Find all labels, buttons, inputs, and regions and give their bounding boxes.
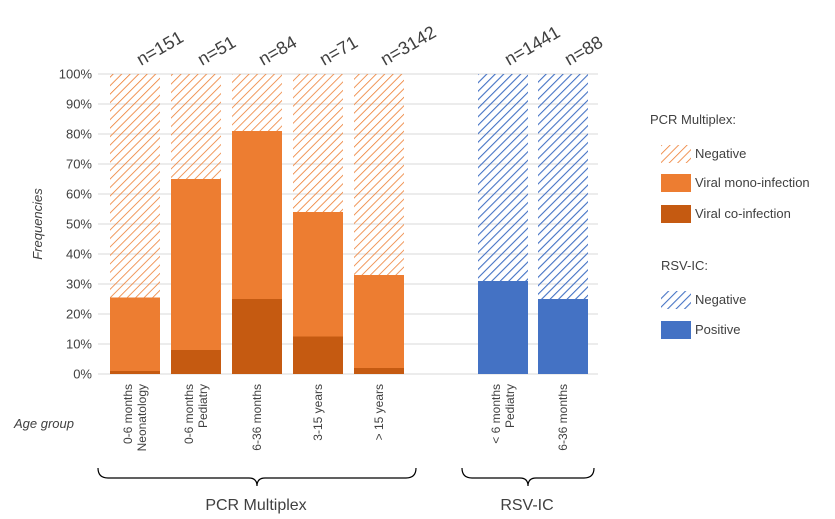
bar-segment-viral-co-infection-pcr — [354, 368, 404, 374]
y-tick-label: 100% — [59, 67, 93, 82]
bar-segment-negative-pcr — [354, 74, 404, 275]
n-label: n=51 — [194, 32, 239, 70]
x-tick-label: > 15 years — [372, 384, 386, 440]
group-braces — [97, 467, 595, 487]
group-brace — [461, 467, 595, 487]
legend-swatch-rsv-positive — [661, 321, 691, 339]
x-tick-label: Neonatology — [135, 384, 149, 451]
bar-segment-viral-co-infection-pcr — [171, 350, 221, 374]
x-tick-label: 3-15 years — [311, 384, 325, 441]
y-tick-label: 90% — [66, 97, 92, 112]
bar-segment-viral-co-infection-pcr — [293, 336, 343, 374]
legend-title-pcr: PCR Multiplex: — [650, 112, 736, 127]
y-tick-label: 20% — [66, 307, 92, 322]
legend: PCR Multiplex: Negative Viral mono-infec… — [650, 112, 810, 339]
bar-segment-positive-rsv — [538, 299, 588, 374]
legend-title-rsv: RSV-IC: — [661, 258, 708, 273]
n-label: n=88 — [561, 32, 606, 70]
bar-segment-negative-pcr — [232, 74, 282, 131]
bar-segment-viral-mono-infection-pcr — [232, 131, 282, 299]
n-label: n=84 — [255, 32, 300, 70]
bar-segment-viral-mono-infection-pcr — [293, 212, 343, 337]
y-tick-label: 10% — [66, 337, 92, 352]
legend-label-pcr-mono: Viral mono-infection — [695, 175, 810, 190]
x-tick-label: 0-6 months — [182, 384, 196, 444]
bar-segment-viral-mono-infection-pcr — [171, 179, 221, 350]
bar-segment-viral-co-infection-pcr — [110, 371, 160, 374]
legend-swatch-pcr-negative — [661, 145, 691, 163]
y-tick-label: 0% — [73, 367, 92, 382]
y-axis-label: Frequencies — [30, 188, 45, 260]
bar-segment-negative-rsv — [478, 74, 528, 281]
group-label-rsv: RSV-IC — [500, 497, 553, 514]
y-tick-label: 30% — [66, 277, 92, 292]
legend-swatch-pcr-co — [661, 205, 691, 223]
bars — [110, 74, 588, 374]
x-axis-label: Age group — [13, 416, 74, 431]
x-tick-label: Pediatry — [503, 384, 517, 428]
legend-label-pcr-negative: Negative — [695, 146, 746, 161]
bar-segment-viral-mono-infection-pcr — [354, 275, 404, 368]
n-label: n=151 — [133, 27, 187, 70]
bar-segment-viral-mono-infection-pcr — [110, 297, 160, 371]
group-label-pcr: PCR Multiplex — [205, 497, 306, 514]
bar-segment-viral-co-infection-pcr — [232, 299, 282, 374]
legend-label-pcr-co: Viral co-infection — [695, 206, 791, 221]
y-tick-label: 40% — [66, 247, 92, 262]
bar-segment-negative-pcr — [171, 74, 221, 179]
n-label: n=1441 — [501, 22, 563, 70]
y-tick-label: 70% — [66, 157, 92, 172]
n-label: n=3142 — [377, 22, 439, 70]
x-tick-label: Pediatry — [196, 384, 210, 428]
y-tick-label: 50% — [66, 217, 92, 232]
x-tick-label: 0-6 months — [121, 384, 135, 444]
bar-segment-negative-rsv — [538, 74, 588, 299]
legend-label-rsv-positive: Positive — [695, 322, 741, 337]
x-tick-label: 6-36 months — [556, 384, 570, 451]
bar-segment-negative-pcr — [293, 74, 343, 212]
legend-swatch-pcr-mono — [661, 174, 691, 192]
bar-segment-positive-rsv — [478, 281, 528, 374]
x-tick-label: < 6 months — [489, 384, 503, 444]
group-brace — [97, 467, 417, 487]
y-tick-label: 80% — [66, 127, 92, 142]
legend-swatch-rsv-negative — [661, 291, 691, 309]
x-tick-label: 6-36 months — [250, 384, 264, 451]
y-tick-label: 60% — [66, 187, 92, 202]
n-label: n=71 — [316, 32, 361, 70]
legend-label-rsv-negative: Negative — [695, 292, 746, 307]
bar-segment-negative-pcr — [110, 74, 160, 298]
